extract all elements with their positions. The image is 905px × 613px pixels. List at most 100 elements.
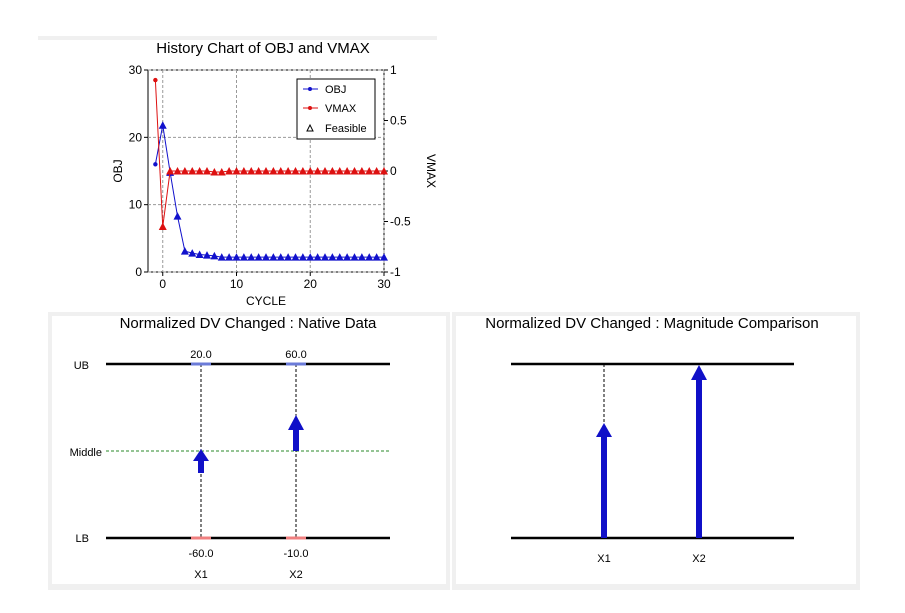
- history-y-right-label: VMAX: [424, 154, 438, 188]
- history-chart: History Chart of OBJ and VMAX 0 10 20 30010…: [111, 40, 438, 308]
- vmax-feasible-point: [298, 167, 307, 175]
- native-chart: Normalized DV Changed : Native Data UB M…: [70, 315, 390, 581]
- vmax-feasible-point: [203, 167, 211, 175]
- mag-x2-arrow-shaft: [696, 377, 702, 538]
- vmax-feasible-point: [188, 167, 197, 175]
- x1-arrow-shaft: [198, 460, 204, 473]
- obj-feasible-point: [276, 253, 285, 261]
- obj-feasible-point: [335, 253, 344, 261]
- x-tick-label: 10: [230, 277, 244, 291]
- magnitude-chart-title: Normalized DV Changed : Magnitude Compar…: [485, 315, 819, 332]
- x1-upper-value: 20.0: [190, 349, 211, 361]
- obj-feasible-point: [239, 253, 248, 261]
- vmax-feasible-point: [232, 167, 241, 175]
- obj-feasible-point: [357, 253, 366, 261]
- y-right-tick-label: 1: [390, 63, 397, 77]
- obj-feasible-point: [328, 253, 337, 261]
- magnitude-x2-bar: X2: [691, 365, 707, 565]
- legend-obj-label: OBJ: [325, 84, 346, 96]
- y-right-tick-label: -1: [390, 265, 401, 279]
- obj-feasible-point: [158, 121, 167, 129]
- y-right-tick-label: 0: [390, 164, 397, 178]
- vmax-feasible-point: [291, 167, 300, 175]
- vmax-feasible-point: [166, 167, 175, 175]
- obj-feasible-point: [225, 253, 234, 261]
- obj-feasible-point: [247, 253, 256, 261]
- obj-feasible-point: [217, 253, 226, 261]
- y-left-tick-label: 10: [129, 198, 143, 212]
- vmax-feasible-point: [210, 168, 219, 176]
- native-chart-title: Normalized DV Changed : Native Data: [120, 315, 377, 332]
- obj-point: [153, 162, 158, 167]
- vmax-feasible-point: [284, 167, 293, 175]
- vmax-feasible-point: [306, 167, 315, 175]
- vmax-feasible-point: [173, 167, 182, 175]
- legend-vmax-label: VMAX: [325, 103, 357, 115]
- lb-label: LB: [76, 533, 89, 545]
- obj-feasible-point: [380, 253, 388, 261]
- ub-label: UB: [74, 360, 89, 372]
- vmax-feasible-point: [343, 167, 352, 175]
- x-tick-label: 0: [159, 277, 166, 291]
- obj-feasible-point: [188, 249, 197, 257]
- y-left-tick-label: 20: [129, 130, 143, 144]
- obj-feasible-point: [365, 253, 374, 261]
- vmax-feasible-point: [276, 167, 285, 175]
- obj-feasible-point: [291, 253, 300, 261]
- obj-feasible-point: [195, 250, 204, 258]
- history-y-left-label: OBJ: [111, 159, 125, 182]
- vmax-feasible-point: [269, 167, 278, 175]
- history-chart-title: History Chart of OBJ and VMAX: [156, 40, 369, 57]
- vmax-feasible-point: [380, 167, 388, 175]
- vmax-feasible-point: [217, 168, 226, 176]
- obj-feasible-point: [262, 253, 270, 261]
- vmax-feasible-point: [328, 167, 337, 175]
- mag-x1-arrow-head: [596, 423, 612, 437]
- vmax-feasible-point: [254, 167, 263, 175]
- x2-arrow-shaft: [293, 428, 299, 451]
- x2-name: X2: [289, 569, 302, 581]
- obj-feasible-point: [298, 253, 307, 261]
- legend-feasible-label: Feasible: [325, 123, 367, 135]
- native-x1-column: 20.0 -60.0 X1: [188, 349, 213, 581]
- magnitude-chart: Normalized DV Changed : Magnitude Compar…: [485, 315, 819, 565]
- obj-feasible-point: [372, 253, 381, 261]
- x1-arrow-head: [193, 449, 209, 461]
- obj-feasible-point: [321, 253, 329, 261]
- vmax-feasible-point: [195, 167, 204, 175]
- y-right-tick-label: -0.5: [390, 215, 411, 229]
- native-x2-column: 60.0 -10.0 X2: [283, 349, 308, 581]
- history-x-label: CYCLE: [246, 294, 286, 308]
- obj-feasible-point: [203, 251, 211, 259]
- history-series: [153, 77, 388, 261]
- obj-feasible-point: [284, 253, 293, 261]
- vmax-feasible-point: [372, 167, 381, 175]
- x2-arrow-head: [288, 415, 304, 430]
- x1-name: X1: [194, 569, 207, 581]
- vmax-feasible-point: [262, 167, 270, 175]
- vmax-feasible-point: [350, 167, 359, 175]
- mag-x2-name: X2: [692, 553, 705, 565]
- y-left-tick-label: 0: [135, 265, 142, 279]
- x2-upper-value: 60.0: [285, 349, 306, 361]
- mag-x1-name: X1: [597, 553, 610, 565]
- obj-feasible-point: [254, 253, 263, 261]
- x1-lower-value: -60.0: [188, 548, 213, 560]
- obj-feasible-point: [343, 253, 352, 261]
- history-panel-bg: [38, 36, 437, 40]
- mag-x1-arrow-shaft: [601, 434, 607, 538]
- y-left-tick-label: 30: [129, 63, 143, 77]
- magnitude-x1-bar: X1: [596, 364, 612, 565]
- x-tick-label: 20: [304, 277, 318, 291]
- vmax-feasible-point: [313, 167, 322, 175]
- vmax-feasible-point: [158, 222, 167, 231]
- x-tick-label: 30: [377, 277, 391, 291]
- vmax-feasible-point: [225, 167, 234, 175]
- vmax-point: [153, 77, 158, 83]
- vmax-feasible-point: [365, 167, 374, 175]
- obj-feasible-point: [210, 251, 219, 260]
- obj-feasible-point: [313, 253, 322, 261]
- obj-feasible-point: [180, 247, 189, 255]
- vmax-feasible-point: [247, 167, 256, 175]
